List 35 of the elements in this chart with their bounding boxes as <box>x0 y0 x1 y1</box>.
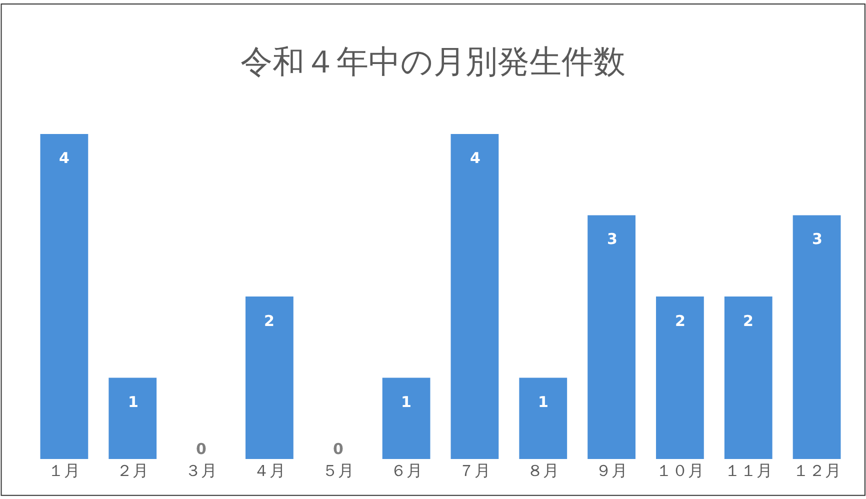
bar <box>724 296 772 459</box>
bar <box>382 378 430 459</box>
data-label: 3 <box>812 230 822 248</box>
bar <box>588 215 636 459</box>
data-label: 1 <box>401 393 412 411</box>
data-label: 0 <box>196 440 206 458</box>
x-tick-label: ４月 <box>253 461 286 480</box>
bar <box>656 296 704 459</box>
data-label: 2 <box>264 312 274 330</box>
bar <box>450 134 499 459</box>
chart-title: 令和４年中の月別発生件数 <box>240 42 626 80</box>
x-tick-label: １０月 <box>656 461 704 480</box>
data-label: 4 <box>59 149 70 167</box>
bar <box>519 378 568 459</box>
bar <box>246 296 294 459</box>
data-label: 1 <box>538 393 548 411</box>
bar <box>108 378 157 459</box>
data-label: 0 <box>333 440 344 458</box>
bar <box>40 134 88 459</box>
x-tick-label: ２月 <box>116 461 149 480</box>
data-label: 4 <box>470 149 480 167</box>
data-label: 1 <box>128 393 138 411</box>
data-label: 2 <box>675 312 686 330</box>
data-label: 2 <box>743 312 754 330</box>
x-tick-label: １１月 <box>724 461 772 480</box>
bar <box>792 215 841 459</box>
data-label: 3 <box>607 230 618 248</box>
x-tick-label: ８月 <box>527 461 560 480</box>
x-tick-label: ３月 <box>185 461 218 480</box>
x-tick-label: ６月 <box>390 461 422 480</box>
x-tick-label: １２月 <box>792 461 841 480</box>
x-tick-label: ９月 <box>596 461 628 480</box>
x-tick-label: ５月 <box>322 461 354 480</box>
x-tick-label: ７月 <box>458 461 491 480</box>
x-tick-label: １月 <box>48 461 80 480</box>
